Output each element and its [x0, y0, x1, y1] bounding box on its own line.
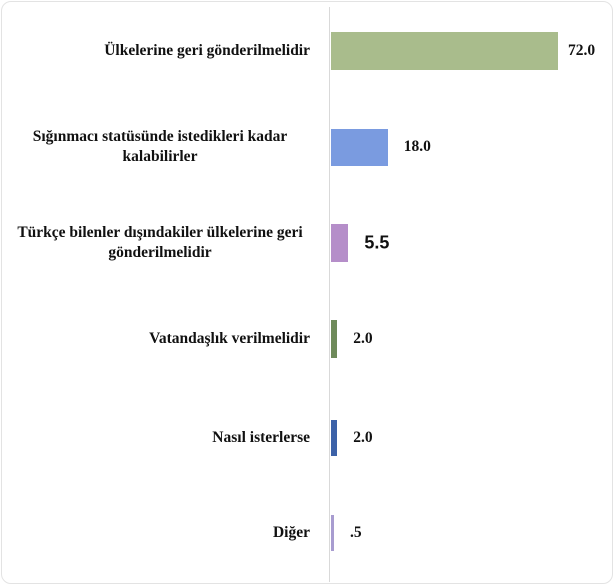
- bar: [331, 320, 338, 358]
- category-label: Sığınmacı statüsünde istedikleri kadar k…: [32, 128, 288, 165]
- axis-line: [329, 7, 330, 582]
- bar: [331, 128, 388, 166]
- bar: [331, 420, 338, 456]
- category-label: Vatandaşlık verilmelidir: [149, 330, 310, 347]
- category-label: Nasıl isterlerse: [212, 429, 310, 446]
- category-label: Ülkelerine geri gönderilmelidir: [104, 42, 310, 59]
- value-label: 2.0: [353, 429, 373, 446]
- value-label: 72.0: [568, 42, 596, 59]
- bar: [331, 515, 334, 551]
- value-label: 5.5: [364, 232, 390, 253]
- value-label: 2.0: [353, 330, 373, 347]
- category-label: Türkçe bilenler dışındakiler ülkelerine …: [17, 224, 303, 261]
- bar: [331, 32, 558, 70]
- bar: [331, 224, 349, 262]
- category-label: Diğer: [272, 524, 310, 541]
- value-label: 18.0: [403, 138, 431, 155]
- value-label: .5: [350, 524, 362, 541]
